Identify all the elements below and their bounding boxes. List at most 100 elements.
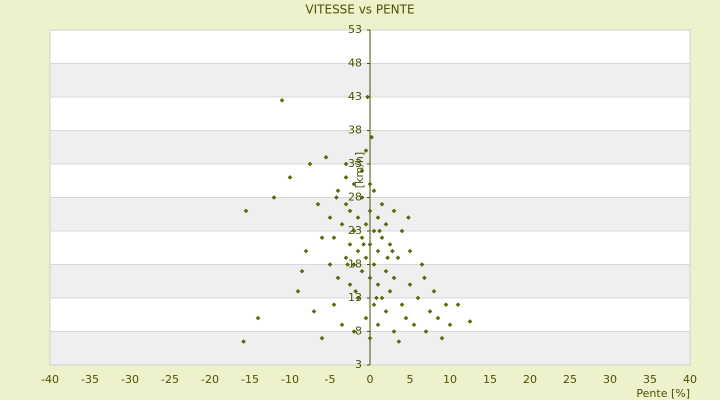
data-point [439, 335, 445, 341]
data-point [367, 335, 373, 341]
x-tick-label: 15 [483, 373, 497, 386]
data-point [390, 248, 395, 254]
data-point [353, 288, 358, 294]
data-point [243, 208, 249, 214]
data-point [375, 215, 381, 220]
y-tick-label: 43 [348, 90, 362, 103]
x-tick-label: -10 [281, 373, 299, 386]
data-point [423, 329, 429, 334]
data-point [345, 262, 350, 267]
data-point [419, 262, 425, 267]
data-point [319, 335, 325, 341]
data-point [351, 329, 357, 334]
data-point [367, 208, 373, 214]
data-point [363, 148, 369, 153]
data-point [323, 154, 329, 160]
data-point [363, 315, 369, 321]
data-point [271, 195, 277, 200]
data-point [359, 268, 365, 274]
data-point [435, 315, 441, 321]
data-point [351, 262, 357, 267]
data-point [379, 295, 385, 301]
data-point [407, 282, 413, 287]
x-tick-label: -20 [201, 373, 219, 386]
data-point [395, 255, 401, 261]
data-point [295, 288, 301, 294]
data-point [411, 322, 417, 328]
data-point [447, 322, 453, 328]
data-point [355, 295, 361, 301]
data-point [339, 221, 345, 227]
data-point [335, 275, 341, 281]
data-point [343, 201, 349, 207]
data-point [375, 248, 381, 254]
data-point [327, 215, 333, 220]
data-point [315, 201, 321, 207]
data-point [331, 302, 337, 308]
data-point [396, 339, 402, 344]
y-tick-label: 13 [348, 291, 362, 304]
y-tick-label: 48 [348, 57, 362, 70]
data-point [335, 188, 341, 194]
data-point [369, 134, 374, 140]
data-point [365, 94, 370, 100]
data-point [427, 309, 433, 314]
data-point [327, 262, 333, 267]
data-point [371, 188, 377, 194]
data-point [347, 242, 353, 247]
x-tick-label: -15 [241, 373, 259, 386]
data-point [387, 242, 393, 247]
data-point [371, 228, 377, 234]
data-point [379, 235, 385, 241]
data-point [331, 235, 337, 241]
data-point [383, 268, 389, 274]
data-point [359, 195, 365, 200]
data-point [403, 315, 409, 321]
data-point [407, 248, 413, 254]
data-point [367, 275, 373, 281]
data-point [334, 195, 339, 200]
y-tick-label: 53 [348, 23, 362, 36]
data-point [391, 275, 397, 281]
data-point [361, 242, 366, 247]
data-point [385, 255, 390, 261]
data-point [303, 248, 309, 254]
y-axis-label: [km/h] [353, 152, 366, 188]
x-tick-label: -5 [325, 373, 336, 386]
data-point [347, 282, 353, 287]
y-tick-label: 28 [348, 191, 362, 204]
data-point [367, 181, 373, 187]
chart-title: VITESSE vs PENTE [305, 3, 414, 17]
data-point [343, 175, 349, 180]
data-point [383, 309, 389, 314]
data-point [319, 235, 325, 241]
data-point [355, 215, 361, 220]
x-tick-label: 0 [367, 373, 374, 386]
data-point [371, 302, 377, 308]
x-tick-label: 5 [407, 373, 414, 386]
data-point [431, 288, 437, 294]
data-point [347, 208, 353, 214]
data-point [311, 309, 317, 314]
data-point [379, 201, 385, 207]
x-tick-label: 35 [643, 373, 657, 386]
plot-area: 38131823283338434853-40-35-30-25-20-15-1… [41, 23, 697, 386]
data-point [287, 175, 293, 180]
data-point [422, 275, 427, 281]
data-point [387, 288, 393, 294]
data-point [299, 268, 305, 274]
data-point [467, 319, 473, 324]
data-point [307, 161, 313, 167]
x-axis-label: Pente [%] [636, 387, 690, 400]
data-point [359, 235, 365, 241]
data-point [443, 302, 449, 308]
x-tick-label: -30 [121, 373, 139, 386]
data-point [363, 221, 369, 227]
data-point [367, 242, 373, 247]
data-point [415, 295, 421, 301]
x-tick-label: -25 [161, 373, 179, 386]
data-point [375, 322, 381, 328]
y-tick-label: 33 [348, 157, 362, 170]
data-point [399, 228, 405, 234]
